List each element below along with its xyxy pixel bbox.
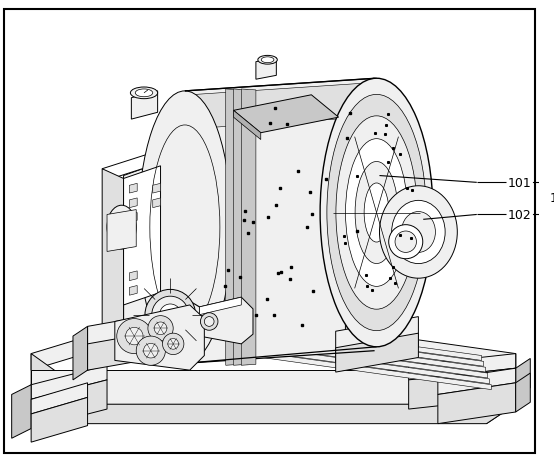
Text: 1: 1	[550, 192, 554, 205]
Text: 102: 102	[508, 208, 532, 221]
Ellipse shape	[160, 304, 181, 325]
Polygon shape	[360, 235, 409, 346]
Polygon shape	[88, 330, 170, 370]
Ellipse shape	[379, 186, 457, 279]
Ellipse shape	[145, 290, 196, 340]
Polygon shape	[31, 380, 107, 429]
Polygon shape	[31, 404, 516, 424]
Polygon shape	[199, 298, 242, 315]
Ellipse shape	[346, 139, 408, 287]
Polygon shape	[107, 210, 136, 252]
Polygon shape	[12, 385, 31, 438]
Polygon shape	[31, 307, 516, 370]
Polygon shape	[197, 338, 489, 384]
Polygon shape	[73, 327, 88, 380]
Ellipse shape	[143, 344, 158, 358]
Polygon shape	[130, 286, 137, 295]
Ellipse shape	[154, 322, 167, 335]
Ellipse shape	[389, 225, 423, 259]
Ellipse shape	[355, 162, 398, 264]
Ellipse shape	[320, 79, 433, 347]
Polygon shape	[175, 84, 365, 131]
Polygon shape	[130, 199, 137, 208]
Ellipse shape	[117, 319, 152, 354]
Polygon shape	[130, 184, 137, 194]
Polygon shape	[256, 59, 276, 80]
Polygon shape	[409, 354, 516, 380]
Polygon shape	[124, 167, 161, 305]
Ellipse shape	[395, 232, 417, 253]
Ellipse shape	[107, 206, 136, 250]
Polygon shape	[185, 79, 375, 363]
Polygon shape	[131, 92, 158, 120]
Ellipse shape	[126, 328, 143, 345]
Ellipse shape	[201, 313, 218, 331]
Polygon shape	[31, 398, 88, 442]
Ellipse shape	[261, 58, 274, 63]
Ellipse shape	[168, 339, 178, 350]
Ellipse shape	[148, 316, 173, 341]
Polygon shape	[31, 383, 88, 414]
Ellipse shape	[392, 201, 445, 264]
Ellipse shape	[135, 90, 153, 98]
Polygon shape	[130, 271, 137, 281]
Text: 101: 101	[508, 176, 532, 189]
Polygon shape	[345, 225, 409, 251]
Polygon shape	[345, 241, 360, 344]
Ellipse shape	[162, 333, 184, 355]
Polygon shape	[31, 370, 516, 404]
Polygon shape	[225, 90, 240, 365]
Ellipse shape	[327, 95, 426, 331]
Ellipse shape	[401, 212, 435, 253]
Polygon shape	[336, 317, 418, 363]
Polygon shape	[191, 327, 485, 372]
Ellipse shape	[258, 56, 278, 65]
Polygon shape	[31, 365, 107, 400]
Polygon shape	[199, 298, 253, 344]
Polygon shape	[486, 354, 516, 424]
Polygon shape	[153, 184, 161, 194]
Polygon shape	[102, 154, 161, 179]
Ellipse shape	[136, 336, 166, 365]
Polygon shape	[188, 321, 484, 366]
Polygon shape	[185, 315, 481, 361]
Polygon shape	[153, 199, 161, 208]
Ellipse shape	[204, 317, 214, 327]
Polygon shape	[242, 90, 256, 365]
Polygon shape	[124, 167, 161, 344]
Ellipse shape	[138, 92, 232, 363]
Polygon shape	[194, 332, 488, 378]
Ellipse shape	[113, 214, 130, 241]
Polygon shape	[88, 312, 170, 359]
Polygon shape	[234, 111, 261, 140]
Polygon shape	[130, 213, 137, 223]
Polygon shape	[409, 369, 516, 409]
Polygon shape	[102, 169, 124, 341]
Polygon shape	[234, 95, 338, 133]
Polygon shape	[516, 359, 530, 398]
Ellipse shape	[130, 88, 158, 100]
Polygon shape	[438, 369, 516, 394]
Ellipse shape	[336, 117, 417, 310]
Polygon shape	[31, 354, 58, 424]
Ellipse shape	[152, 296, 189, 333]
Ellipse shape	[364, 183, 389, 243]
Polygon shape	[336, 333, 418, 372]
Ellipse shape	[166, 310, 175, 320]
Polygon shape	[438, 383, 516, 424]
Polygon shape	[516, 373, 530, 412]
Polygon shape	[199, 344, 491, 390]
Polygon shape	[234, 90, 248, 365]
Polygon shape	[115, 305, 204, 370]
